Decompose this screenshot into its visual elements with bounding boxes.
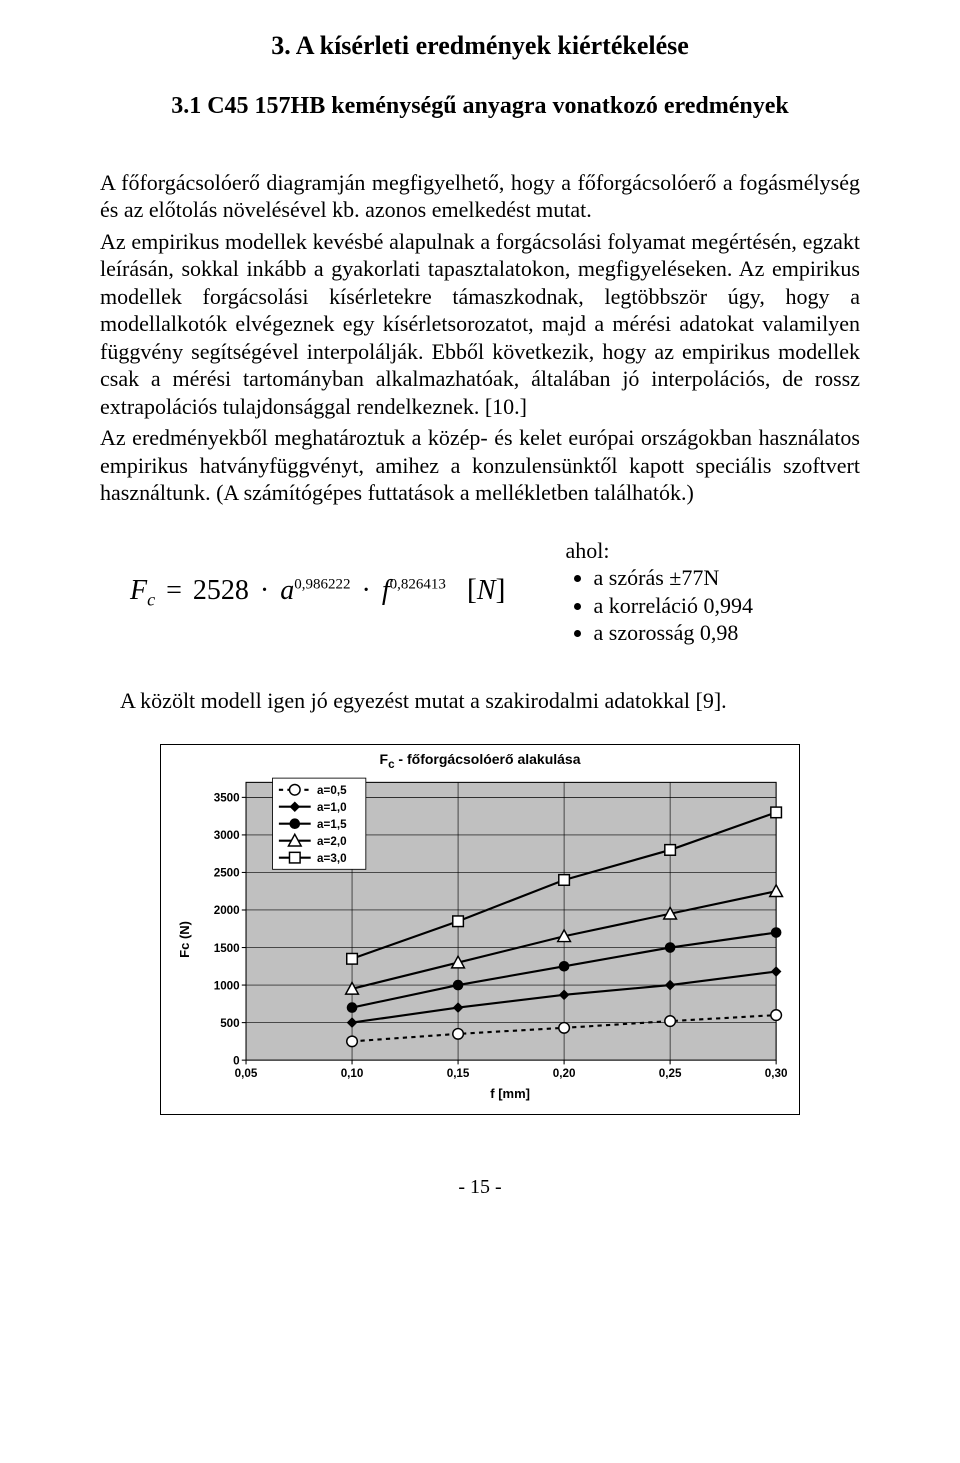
formula-bracket-close: ]: [496, 573, 506, 606]
svg-text:0,30: 0,30: [765, 1067, 787, 1080]
svg-text:2000: 2000: [214, 905, 240, 918]
svg-text:0,25: 0,25: [659, 1067, 682, 1080]
agreement-line: A közölt modell igen jó egyezést mutat a…: [120, 687, 860, 715]
chart-title: Fc - főforgácsolóerő alakulása: [173, 751, 787, 772]
paragraph-3: Az eredményekből meghatároztuk a közép- …: [100, 424, 860, 507]
svg-text:500: 500: [220, 1017, 239, 1030]
formula-f: f: [382, 575, 390, 606]
svg-text:1000: 1000: [214, 980, 240, 993]
formula-Fc: F: [130, 575, 147, 606]
svg-text:a=3,0: a=3,0: [317, 852, 347, 865]
ahol-item-1: a szórás ±77N: [594, 564, 860, 592]
svg-text:0,20: 0,20: [553, 1067, 576, 1080]
svg-text:2500: 2500: [214, 867, 240, 880]
svg-text:3500: 3500: [214, 792, 240, 805]
paragraph-2: Az empirikus modellek kevésbé alapulnak …: [100, 228, 860, 421]
svg-text:0,15: 0,15: [447, 1067, 470, 1080]
svg-text:1500: 1500: [214, 942, 240, 955]
ahol-item-3: a szorosság 0,98: [594, 619, 860, 647]
svg-text:0,10: 0,10: [341, 1067, 364, 1080]
plot-wrap: 0 500 1000 1500 2000 2500 3000 3500 0,05 0,10 0,15…: [193, 776, 787, 1102]
svg-text:0: 0: [233, 1055, 239, 1068]
formula-bracket-open: [: [467, 573, 477, 606]
ahol-label: ahol:: [566, 537, 860, 565]
subsection-heading: 3.1 C45 157HB keménységű anyagra vonatko…: [100, 91, 860, 121]
formula-unit: N: [477, 575, 496, 606]
formula-eq: =: [162, 575, 186, 606]
chart-frame: Fc - főforgácsolóerő alakulása Fc (N) 0 5…: [160, 744, 800, 1115]
svg-text:a=1,5: a=1,5: [317, 818, 347, 831]
formula-dot2: ·: [357, 575, 374, 606]
formula-Fc-sub: c: [147, 590, 155, 610]
formula: Fc = 2528 · a0,986222 · f0,826413 [N]: [100, 571, 506, 611]
svg-text:a=1,0: a=1,0: [317, 801, 347, 814]
chart-body: Fc (N) 05001000150020002500300035000,050…: [173, 776, 787, 1102]
svg-text:3000: 3000: [214, 830, 240, 843]
svg-text:a=0,5: a=0,5: [317, 784, 347, 797]
ahol-item-2: a korreláció 0,994: [594, 592, 860, 620]
page-number: - 15 -: [100, 1175, 860, 1200]
x-axis-label: f [mm]: [193, 1086, 787, 1102]
formula-dot1: ·: [256, 575, 273, 606]
chart-title-F: F: [380, 751, 389, 767]
formula-exp-a: 0,986222: [294, 577, 350, 593]
paragraph-1: A főforgácsolóerő diagramján megfigyelhe…: [100, 169, 860, 224]
chart-svg: 0 500 1000 1500 2000 2500 3000 3500 0,05 0,10 0,15…: [193, 776, 787, 1083]
ahol-block: ahol: a szórás ±77N a korreláció 0,994 a…: [506, 537, 860, 647]
formula-coef: 2528: [193, 575, 249, 606]
section-heading: 3. A kísérleti eredmények kiértékelése: [100, 30, 860, 63]
page: 3. A kísérleti eredmények kiértékelése 3…: [0, 0, 960, 1240]
formula-a: a: [280, 575, 294, 606]
svg-text:a=2,0: a=2,0: [317, 835, 347, 848]
y-axis-label: Fc (N): [173, 921, 193, 958]
chart-title-rest: - főforgácsolóerő alakulása: [395, 751, 581, 767]
svg-text:0,05: 0,05: [235, 1067, 258, 1080]
formula-exp-f: 0,826413: [390, 577, 446, 593]
formula-row: Fc = 2528 · a0,986222 · f0,826413 [N] ah…: [100, 537, 860, 647]
